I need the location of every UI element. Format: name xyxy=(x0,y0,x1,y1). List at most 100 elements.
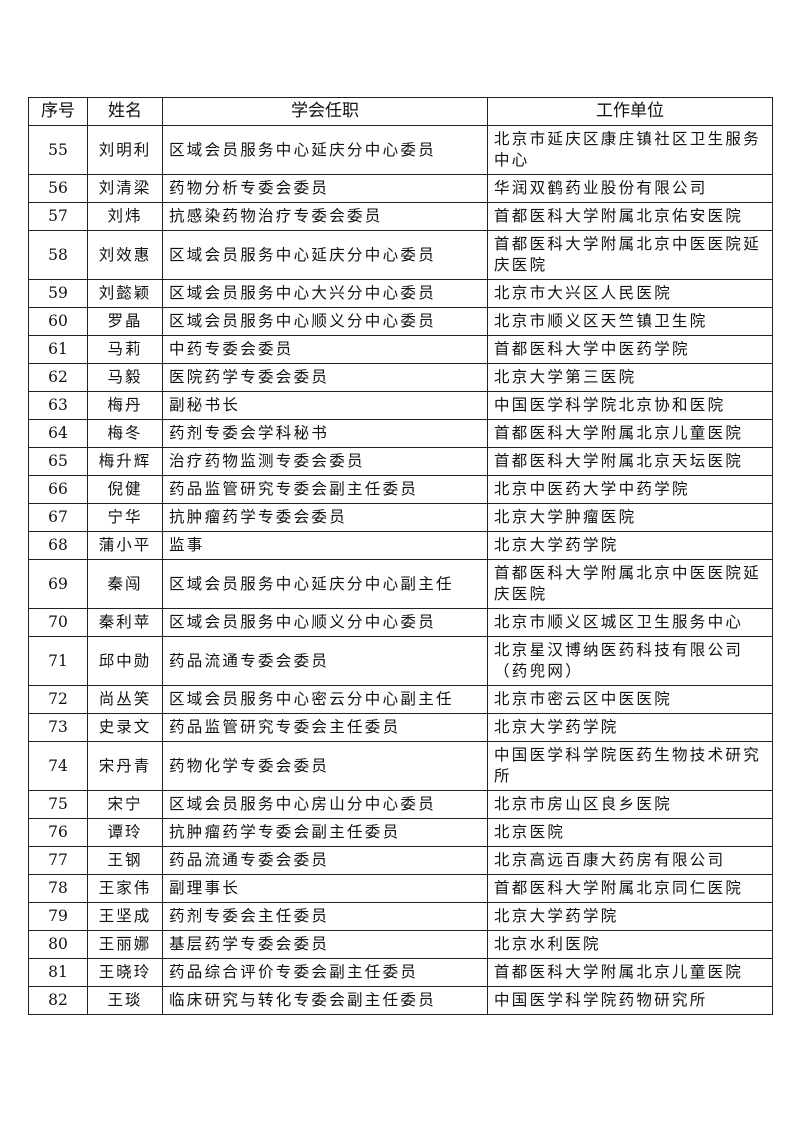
row-number: 73 xyxy=(28,713,88,742)
society-position: 区域会员服务中心顺义分中心委员 xyxy=(162,307,488,336)
member-name: 马毅 xyxy=(87,363,163,392)
row-number: 78 xyxy=(28,874,88,903)
member-name: 王晓玲 xyxy=(87,958,163,987)
row-number: 56 xyxy=(28,174,88,203)
row-number: 74 xyxy=(28,741,88,791)
society-position: 医院药学专委会委员 xyxy=(162,363,488,392)
work-unit: 首都医科大学附属北京中医医院延庆医院 xyxy=(487,559,773,609)
member-name: 秦闯 xyxy=(87,559,163,609)
table-row: 82 王琰 临床研究与转化专委会副主任委员 中国医学科学院药物研究所 xyxy=(28,986,773,1015)
member-name: 王琰 xyxy=(87,986,163,1015)
table-row: 63 梅丹 副秘书长 中国医学科学院北京协和医院 xyxy=(28,391,773,420)
work-unit: 首都医科大学附属北京中医医院延庆医院 xyxy=(487,230,773,280)
row-number: 75 xyxy=(28,790,88,819)
society-position: 治疗药物监测专委会委员 xyxy=(162,447,488,476)
society-position: 区域会员服务中心密云分中心副主任 xyxy=(162,685,488,714)
member-name: 谭玲 xyxy=(87,818,163,847)
society-position: 药品流通专委会委员 xyxy=(162,846,488,875)
row-number: 65 xyxy=(28,447,88,476)
table-row: 78 王家伟 副理事长 首都医科大学附属北京同仁医院 xyxy=(28,874,773,903)
table-row: 73 史录文 药品监管研究专委会主任委员 北京大学药学院 xyxy=(28,713,773,742)
table-row: 64 梅冬 药剂专委会学科秘书 首都医科大学附属北京儿童医院 xyxy=(28,419,773,448)
work-unit: 北京市顺义区天竺镇卫生院 xyxy=(487,307,773,336)
work-unit: 北京星汉博纳医药科技有限公司（药兜网） xyxy=(487,636,773,686)
table-row: 57 刘炜 抗感染药物治疗专委会委员 首都医科大学附属北京佑安医院 xyxy=(28,202,773,231)
table-row: 56 刘清梁 药物分析专委会委员 华润双鹤药业股份有限公司 xyxy=(28,174,773,203)
work-unit: 中国医学科学院医药生物技术研究所 xyxy=(487,741,773,791)
work-unit: 北京市延庆区康庄镇社区卫生服务中心 xyxy=(487,125,773,175)
society-position: 药品监管研究专委会副主任委员 xyxy=(162,475,488,504)
work-unit: 首都医科大学中医药学院 xyxy=(487,335,773,364)
table-row: 60 罗晶 区域会员服务中心顺义分中心委员 北京市顺义区天竺镇卫生院 xyxy=(28,307,773,336)
society-position: 副理事长 xyxy=(162,874,488,903)
work-unit: 北京大学第三医院 xyxy=(487,363,773,392)
society-position: 区域会员服务中心顺义分中心委员 xyxy=(162,608,488,637)
work-unit: 北京大学药学院 xyxy=(487,713,773,742)
society-position: 副秘书长 xyxy=(162,391,488,420)
row-number: 63 xyxy=(28,391,88,420)
row-number: 72 xyxy=(28,685,88,714)
table-row: 70 秦利苹 区域会员服务中心顺义分中心委员 北京市顺义区城区卫生服务中心 xyxy=(28,608,773,637)
work-unit: 中国医学科学院药物研究所 xyxy=(487,986,773,1015)
work-unit: 华润双鹤药业股份有限公司 xyxy=(487,174,773,203)
member-name: 马莉 xyxy=(87,335,163,364)
table-row: 80 王丽娜 基层药学专委会委员 北京水利医院 xyxy=(28,930,773,959)
work-unit: 北京市房山区良乡医院 xyxy=(487,790,773,819)
work-unit: 首都医科大学附属北京佑安医院 xyxy=(487,202,773,231)
row-number: 77 xyxy=(28,846,88,875)
society-position: 区域会员服务中心大兴分中心委员 xyxy=(162,279,488,308)
member-name: 王丽娜 xyxy=(87,930,163,959)
row-number: 69 xyxy=(28,559,88,609)
work-unit: 北京市密云区中医医院 xyxy=(487,685,773,714)
work-unit: 首都医科大学附属北京天坛医院 xyxy=(487,447,773,476)
row-number: 55 xyxy=(28,125,88,175)
table-row: 62 马毅 医院药学专委会委员 北京大学第三医院 xyxy=(28,363,773,392)
member-name: 罗晶 xyxy=(87,307,163,336)
row-number: 62 xyxy=(28,363,88,392)
table-row: 55 刘明利 区域会员服务中心延庆分中心委员 北京市延庆区康庄镇社区卫生服务中心 xyxy=(28,125,773,175)
society-position: 药品综合评价专委会副主任委员 xyxy=(162,958,488,987)
table-row: 75 宋宁 区域会员服务中心房山分中心委员 北京市房山区良乡医院 xyxy=(28,790,773,819)
table-row: 58 刘效惠 区域会员服务中心延庆分中心委员 首都医科大学附属北京中医医院延庆医院 xyxy=(28,230,773,280)
table-row: 61 马莉 中药专委会委员 首都医科大学中医药学院 xyxy=(28,335,773,364)
row-number: 66 xyxy=(28,475,88,504)
member-name: 刘明利 xyxy=(87,125,163,175)
society-position: 基层药学专委会委员 xyxy=(162,930,488,959)
table-row: 69 秦闯 区域会员服务中心延庆分中心副主任 首都医科大学附属北京中医医院延庆医院 xyxy=(28,559,773,609)
row-number: 68 xyxy=(28,531,88,560)
work-unit: 北京大学药学院 xyxy=(487,902,773,931)
row-number: 67 xyxy=(28,503,88,532)
member-name: 邱中勋 xyxy=(87,636,163,686)
member-name: 宋丹青 xyxy=(87,741,163,791)
member-name: 宋宁 xyxy=(87,790,163,819)
row-number: 64 xyxy=(28,419,88,448)
row-number: 61 xyxy=(28,335,88,364)
header-unit: 工作单位 xyxy=(487,97,773,126)
work-unit: 首都医科大学附属北京同仁医院 xyxy=(487,874,773,903)
member-name: 蒲小平 xyxy=(87,531,163,560)
member-name: 王钢 xyxy=(87,846,163,875)
header-role: 学会任职 xyxy=(162,97,488,126)
work-unit: 北京水利医院 xyxy=(487,930,773,959)
work-unit: 首都医科大学附属北京儿童医院 xyxy=(487,958,773,987)
member-name: 秦利苹 xyxy=(87,608,163,637)
row-number: 70 xyxy=(28,608,88,637)
header-row: 序号 姓名 学会任职 工作单位 xyxy=(28,97,773,126)
table-row: 79 王坚成 药剂专委会主任委员 北京大学药学院 xyxy=(28,902,773,931)
row-number: 58 xyxy=(28,230,88,280)
member-name: 史录文 xyxy=(87,713,163,742)
work-unit: 北京医院 xyxy=(487,818,773,847)
row-number: 79 xyxy=(28,902,88,931)
row-number: 80 xyxy=(28,930,88,959)
table-row: 71 邱中勋 药品流通专委会委员 北京星汉博纳医药科技有限公司（药兜网） xyxy=(28,636,773,686)
work-unit: 北京大学药学院 xyxy=(487,531,773,560)
table-row: 65 梅升辉 治疗药物监测专委会委员 首都医科大学附属北京天坛医院 xyxy=(28,447,773,476)
table-row: 81 王晓玲 药品综合评价专委会副主任委员 首都医科大学附属北京儿童医院 xyxy=(28,958,773,987)
member-name: 王家伟 xyxy=(87,874,163,903)
society-position: 抗肿瘤药学专委会副主任委员 xyxy=(162,818,488,847)
header-no: 序号 xyxy=(28,97,88,126)
society-position: 抗感染药物治疗专委会委员 xyxy=(162,202,488,231)
member-name: 倪健 xyxy=(87,475,163,504)
work-unit: 中国医学科学院北京协和医院 xyxy=(487,391,773,420)
member-name: 刘炜 xyxy=(87,202,163,231)
